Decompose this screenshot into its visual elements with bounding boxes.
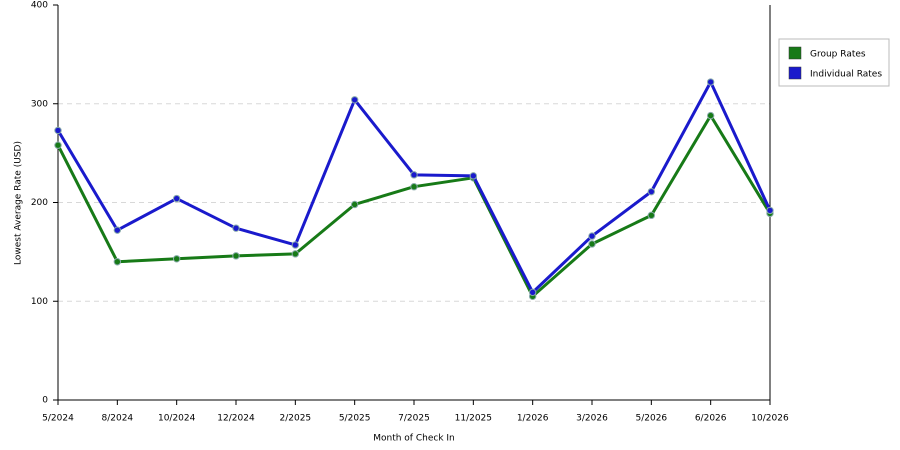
y-tick-label: 0 <box>42 396 48 406</box>
data-point <box>410 183 418 191</box>
data-point <box>588 240 596 248</box>
data-point <box>706 111 715 120</box>
data-point <box>350 96 359 104</box>
y-tick-label: 300 <box>31 99 48 109</box>
x-axis-label: Month of Check In <box>373 434 455 444</box>
data-point <box>469 172 478 180</box>
data-point <box>588 232 596 240</box>
x-tick-label: 6/2026 <box>695 414 727 424</box>
data-point <box>54 141 62 149</box>
data-point <box>172 194 181 203</box>
data-point <box>350 200 359 209</box>
legend-swatch <box>788 46 802 60</box>
y-tick-label: 400 <box>31 1 48 11</box>
x-tick-label: 7/2025 <box>398 414 430 424</box>
data-point <box>528 288 537 297</box>
data-point <box>232 224 240 232</box>
legend-swatch <box>788 66 802 80</box>
x-tick-label: 3/2026 <box>576 414 608 424</box>
data-point <box>706 78 715 86</box>
legend-label: Individual Rates <box>810 70 882 80</box>
x-tick-label: 2/2025 <box>279 414 311 424</box>
data-point <box>113 226 122 234</box>
data-point <box>232 252 240 260</box>
y-tick-label: 100 <box>31 297 48 307</box>
data-point <box>410 171 418 179</box>
x-tick-label: 1/2026 <box>517 414 549 424</box>
data-point <box>647 211 656 220</box>
y-axis-label: Lowest Average Rate (USD) <box>14 141 24 265</box>
legend-label: Group Rates <box>810 50 866 60</box>
x-tick-label: 5/2026 <box>635 414 667 424</box>
data-point <box>291 250 300 258</box>
x-tick-label: 5/2024 <box>42 414 74 424</box>
x-tick-label: 10/2024 <box>158 414 196 424</box>
data-point <box>766 206 774 215</box>
data-point <box>291 241 300 249</box>
data-point <box>54 126 62 135</box>
x-tick-label: 8/2024 <box>101 414 133 424</box>
x-tick-label: 10/2026 <box>751 414 789 424</box>
y-tick-label: 200 <box>31 198 48 208</box>
data-point <box>172 255 181 263</box>
x-tick-label: 12/2024 <box>217 414 255 424</box>
x-tick-label: 11/2025 <box>455 414 492 424</box>
data-point <box>647 187 656 196</box>
data-point <box>113 258 122 266</box>
x-tick-label: 5/2025 <box>339 414 371 424</box>
